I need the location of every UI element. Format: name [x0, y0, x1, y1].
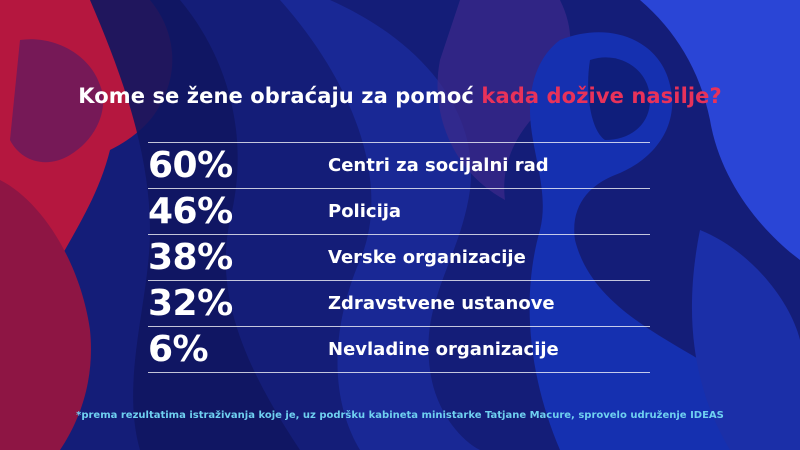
category-label: Policija — [328, 201, 402, 222]
percentage-value: 38% — [148, 237, 233, 278]
table-row: 38% Verske organizacije — [148, 234, 650, 280]
category-label: Verske organizacije — [328, 247, 526, 268]
category-label: Centri za socijalni rad — [328, 155, 549, 176]
table-row: 46% Policija — [148, 188, 650, 234]
table-row: 60% Centri za socijalni rad — [148, 142, 650, 188]
table-row: 6% Nevladine organizacije — [148, 326, 650, 373]
category-label: Nevladine organizacije — [328, 339, 559, 360]
title-main: Kome se žene obraćaju za pomoć — [78, 84, 474, 108]
percentage-value: 32% — [148, 283, 233, 324]
percentage-value: 60% — [148, 145, 233, 186]
percentage-value: 46% — [148, 191, 233, 232]
results-table: 60% Centri za socijalni rad 46% Policija 38%… — [148, 142, 650, 373]
chart-title: Kome se žene obraćaju za pomoć kada doži… — [0, 84, 800, 108]
title-accent: kada dožive nasilje? — [481, 84, 722, 108]
source-footnote: *prema rezultatima istraživanja koje je,… — [76, 410, 724, 421]
table-row: 32% Zdravstvene ustanove — [148, 280, 650, 326]
category-label: Zdravstvene ustanove — [328, 293, 555, 314]
percentage-value: 6% — [148, 329, 209, 370]
